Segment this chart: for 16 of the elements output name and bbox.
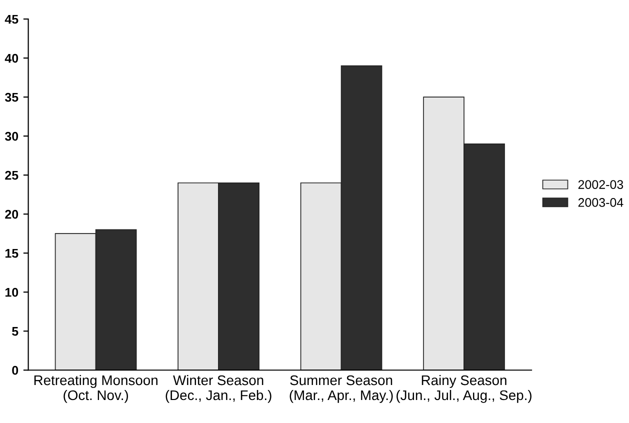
y-tick-label: 40 [4, 54, 18, 63]
y-tick-label: 35 [4, 92, 18, 102]
legend-label: 2002-03 [578, 180, 624, 189]
legend-label: 2003-04 [578, 198, 624, 207]
y-tick-label: 20 [5, 210, 18, 219]
y-tick-label: 30 [4, 132, 18, 141]
y-tick-label: 10 [5, 288, 18, 297]
y-tick-label: 25 [5, 170, 18, 180]
x-tick-label: Rainy Season (Jun., Jul., Aug., Sep.) [396, 374, 532, 403]
y-tick-label: 5 [12, 327, 18, 336]
y-tick-label: 45 [4, 14, 18, 24]
x-tick-label: Winter Season (Dec., Jan., Feb.) [166, 374, 272, 403]
y-tick-label: 15 [5, 249, 18, 258]
x-tick-label: Retreating Monsoon (Oct. Nov.) [34, 374, 158, 403]
y-tick-label: 0 [12, 366, 18, 375]
x-tick-label: Summer Season (Mar., Apr., May.) [290, 375, 393, 403]
